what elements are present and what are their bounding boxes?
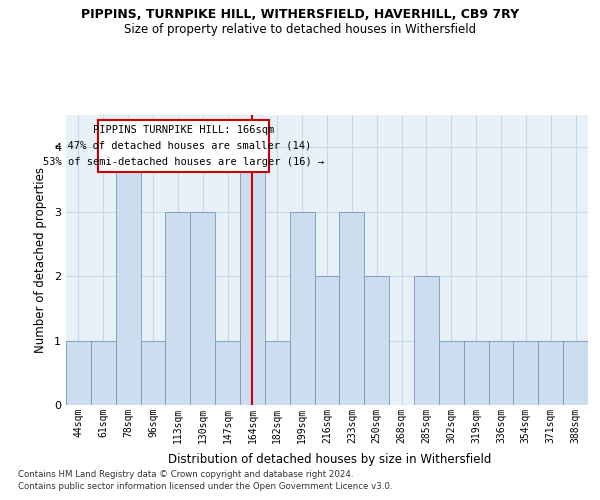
- Bar: [364, 276, 389, 405]
- Bar: [190, 212, 215, 405]
- FancyBboxPatch shape: [98, 120, 269, 172]
- Bar: [265, 340, 290, 405]
- Text: PIPPINS TURNPIKE HILL: 166sqm: PIPPINS TURNPIKE HILL: 166sqm: [93, 126, 274, 136]
- Bar: [538, 340, 563, 405]
- Bar: [290, 212, 314, 405]
- Bar: [240, 147, 265, 405]
- Bar: [464, 340, 488, 405]
- Bar: [166, 212, 190, 405]
- Bar: [215, 340, 240, 405]
- Y-axis label: Number of detached properties: Number of detached properties: [34, 167, 47, 353]
- Text: Distribution of detached houses by size in Withersfield: Distribution of detached houses by size …: [169, 452, 491, 466]
- Text: PIPPINS, TURNPIKE HILL, WITHERSFIELD, HAVERHILL, CB9 7RY: PIPPINS, TURNPIKE HILL, WITHERSFIELD, HA…: [81, 8, 519, 20]
- Bar: [488, 340, 514, 405]
- Bar: [563, 340, 588, 405]
- Bar: [514, 340, 538, 405]
- Bar: [91, 340, 116, 405]
- Text: Contains HM Land Registry data © Crown copyright and database right 2024.: Contains HM Land Registry data © Crown c…: [18, 470, 353, 479]
- Bar: [314, 276, 340, 405]
- Bar: [116, 147, 140, 405]
- Bar: [140, 340, 166, 405]
- Text: ← 47% of detached houses are smaller (14): ← 47% of detached houses are smaller (14…: [55, 141, 311, 151]
- Text: Contains public sector information licensed under the Open Government Licence v3: Contains public sector information licen…: [18, 482, 392, 491]
- Text: 53% of semi-detached houses are larger (16) →: 53% of semi-detached houses are larger (…: [43, 157, 324, 167]
- Bar: [340, 212, 364, 405]
- Bar: [439, 340, 464, 405]
- Bar: [66, 340, 91, 405]
- Bar: [414, 276, 439, 405]
- Text: Size of property relative to detached houses in Withersfield: Size of property relative to detached ho…: [124, 22, 476, 36]
